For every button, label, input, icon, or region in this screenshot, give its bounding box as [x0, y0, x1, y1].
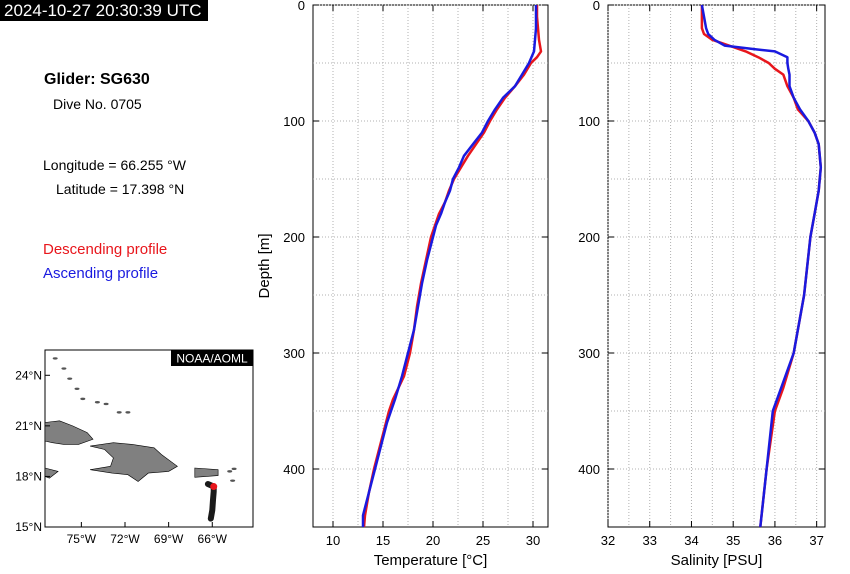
- y-tick-label: 400: [283, 462, 305, 477]
- map-lon-label: 69°W: [154, 532, 184, 546]
- land-small-island: [227, 470, 233, 473]
- land-hispaniola: [90, 442, 178, 482]
- land-small-island: [116, 411, 122, 414]
- map-credit-box: [171, 350, 253, 366]
- land-small-island: [74, 387, 80, 390]
- dive-number: Dive No. 0705: [53, 96, 142, 112]
- y-tick-label: 100: [578, 114, 600, 129]
- x-tick-label: 37: [809, 533, 823, 548]
- latitude-readout: Latitude = 17.398 °N: [56, 181, 185, 197]
- land-small-island: [231, 467, 237, 471]
- land-small-island: [61, 367, 67, 370]
- x-tick-label: 10: [326, 533, 340, 548]
- x-tick-label: 36: [768, 533, 782, 548]
- x-tick-label: 32: [601, 533, 615, 548]
- legend-descending: Descending profile: [43, 241, 168, 258]
- x-tick-label: 30: [526, 533, 540, 548]
- land-small-island: [94, 401, 100, 404]
- glider-name: Glider: SG630: [44, 71, 150, 88]
- y-tick-label: 100: [283, 114, 305, 129]
- y-tick-label: 200: [578, 230, 600, 245]
- land-small-island: [80, 397, 86, 401]
- map-lat-label: 15°N: [15, 520, 42, 534]
- y-axis-label: Depth [m]: [256, 233, 273, 298]
- map-lat-label: 18°N: [15, 469, 42, 483]
- descending-profile-line: [700, 5, 823, 528]
- map-lat-label: 24°N: [15, 368, 42, 382]
- plot-frame: [607, 4, 826, 528]
- land-puerto-rico: [194, 467, 219, 478]
- ascending-profile-line: [361, 5, 538, 527]
- x-tick-label: 33: [642, 533, 656, 548]
- land-small-island: [52, 357, 58, 360]
- land-small-island: [125, 411, 131, 414]
- descending-profile-line: [362, 5, 543, 528]
- y-tick-label: 400: [578, 462, 600, 477]
- x-axis-label: Salinity [PSU]: [671, 552, 763, 569]
- y-tick-label: 0: [298, 0, 305, 13]
- map-lon-label: 66°W: [198, 532, 228, 546]
- land-small-island: [230, 479, 236, 482]
- land-small-island: [67, 377, 73, 380]
- map-lat-label: 21°N: [15, 419, 42, 433]
- map-credit-label: NOAA/AOML: [176, 352, 248, 366]
- y-tick-label: 200: [283, 230, 305, 245]
- x-tick-label: 35: [726, 533, 740, 548]
- land-cuba: [44, 420, 94, 445]
- map-lon-label: 75°W: [67, 532, 97, 546]
- y-tick-label: 0: [593, 0, 600, 13]
- y-tick-label: 300: [283, 346, 305, 361]
- x-tick-label: 25: [476, 533, 490, 548]
- x-tick-label: 15: [376, 533, 390, 548]
- land-small-island: [103, 402, 109, 406]
- map-lon-label: 72°W: [110, 532, 140, 546]
- inset-map: 24°N 21°N 18°N 15°N 75°W 72°W 69°W 66°W NOAA/AOM…: [15, 349, 254, 546]
- x-tick-label: 20: [426, 533, 440, 548]
- chart-1: 32 33 34 35 36 37 0 100 200 300 400 Salinity [PSU]: [578, 0, 826, 569]
- glider-position-marker: [210, 483, 218, 491]
- land-jamaica: [44, 467, 59, 479]
- ascending-profile-line: [700, 4, 823, 528]
- plot-frame: [312, 4, 549, 528]
- longitude-readout: Longitude = 66.255 °W: [43, 157, 186, 173]
- y-tick-label: 300: [578, 346, 600, 361]
- timestamp-label: 2024-10-27 20:30:39 UTC: [0, 0, 208, 21]
- x-tick-label: 34: [684, 533, 698, 548]
- legend-ascending: Ascending profile: [43, 265, 159, 282]
- x-axis-label: Temperature [°C]: [374, 552, 488, 569]
